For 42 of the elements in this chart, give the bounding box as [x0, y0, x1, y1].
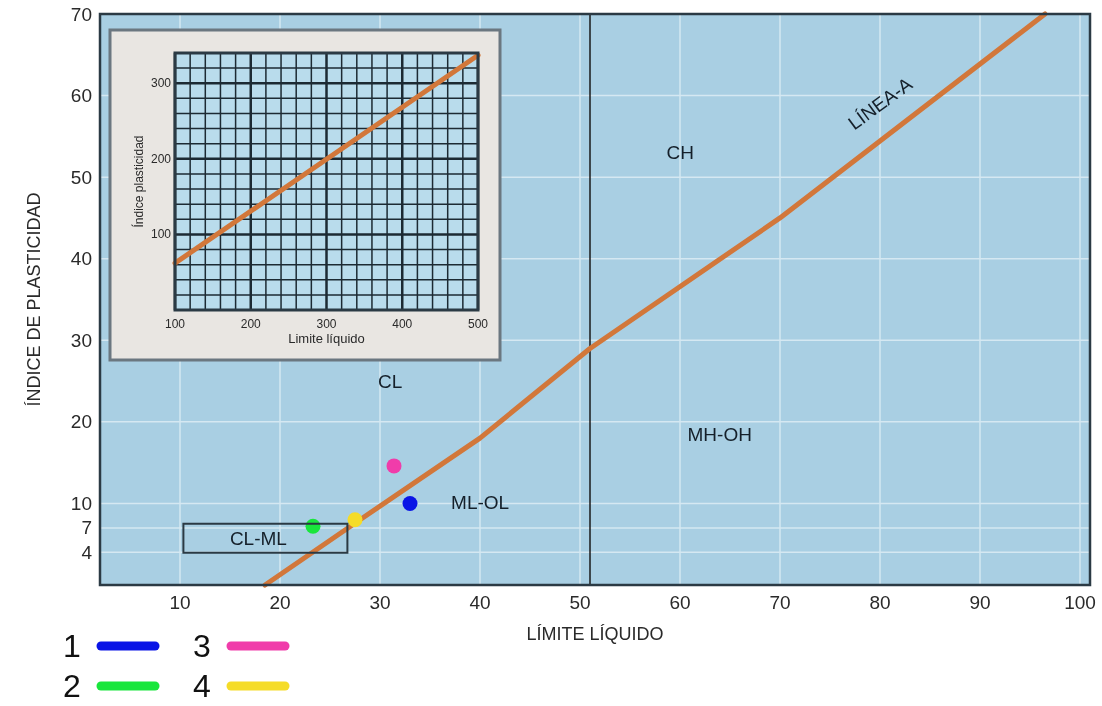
y-tick-label: 70: [70, 3, 92, 25]
y-axis-title: Índice plasticidad: [131, 135, 146, 228]
x-tick-label: 90: [969, 592, 991, 613]
legend-label: 1: [63, 628, 81, 664]
x-tick-label: 30: [369, 592, 391, 613]
x-tick-label: 40: [469, 592, 491, 613]
y-tick-label: 4: [81, 541, 93, 563]
x-tick-label: 100: [1064, 592, 1096, 613]
point: [386, 458, 402, 474]
y-tick-label: 300: [150, 76, 172, 91]
y-tick-label: 40: [70, 248, 92, 270]
legend-label: 3: [193, 628, 211, 664]
x-tick-label: 300: [316, 317, 337, 331]
legend-label: 4: [193, 668, 211, 704]
annotation: CL: [377, 370, 403, 392]
y-axis-title: ÍNDICE DE PLASTICIDAD: [24, 192, 44, 407]
x-tick-label: 80: [869, 592, 891, 613]
x-tick-label: 500: [467, 317, 489, 331]
y-tick-label: 20: [70, 411, 92, 433]
annotation: CL-ML: [229, 528, 287, 550]
x-tick-label: 50: [569, 592, 591, 613]
x-tick-label: 400: [392, 317, 413, 331]
y-tick-label: 60: [70, 85, 92, 107]
legend-label: 2: [63, 668, 81, 704]
x-tick-label: 200: [240, 317, 262, 331]
annotation: MH-OH: [687, 424, 752, 446]
y-tick-label: 7: [81, 517, 92, 539]
x-tick-label: 20: [269, 592, 291, 613]
annotation: ML-OL: [451, 492, 510, 514]
x-tick-label: 100: [164, 317, 186, 331]
point: [347, 512, 363, 528]
y-tick-label: 50: [70, 166, 92, 188]
point: [402, 495, 418, 511]
x-axis-title: Limite líquido: [288, 331, 365, 346]
x-tick-label: 60: [669, 592, 691, 613]
x-tick-label: 10: [169, 592, 191, 613]
y-tick-label: 10: [70, 492, 92, 514]
y-tick-label: 200: [150, 151, 172, 166]
x-tick-label: 70: [769, 592, 791, 613]
annotation: CH: [666, 142, 694, 164]
x-axis-title: LÍMITE LÍQUIDO: [526, 624, 664, 644]
y-tick-label: 100: [150, 227, 172, 242]
